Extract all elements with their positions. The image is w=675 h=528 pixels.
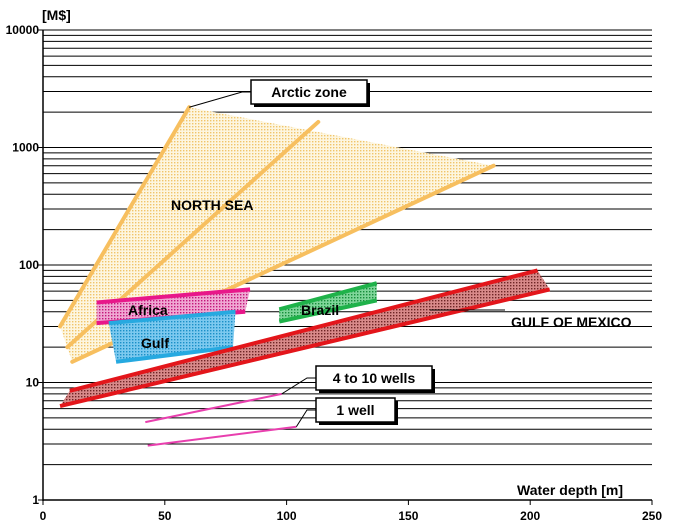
x-tick-label: 100 (277, 509, 297, 523)
region-label-brazil: Brazil (301, 302, 339, 318)
y-tick-label: 10000 (6, 23, 40, 37)
region-gulf-of-mexico (60, 270, 550, 407)
y-tick-label: 1000 (12, 141, 39, 155)
callout-box-arctic-zone (250, 79, 368, 105)
x-axis-label: Water depth [m] (517, 482, 623, 498)
axes-layer: 1 10 100 1000 10000 0 50 100 150 200 250 (6, 23, 663, 523)
x-tick-label: 0 (40, 509, 47, 523)
y-tick-label: 10 (26, 376, 40, 390)
x-tick-label: 50 (158, 509, 172, 523)
region-africa (96, 289, 251, 324)
region-label-africa: Africa (128, 302, 168, 318)
x-tick-label: 150 (398, 509, 418, 523)
y-tick-label: 100 (19, 258, 39, 272)
region-label-gulf-of-mexico: GULF OF MEXICO (511, 314, 632, 330)
callout-leader-1-well (295, 409, 316, 428)
region-edge-upper (278, 281, 378, 312)
y-tick-label: 1 (32, 493, 39, 507)
region-label-north-sea: NORTH SEA (171, 197, 253, 213)
callout-leader-4-to-10-wells (281, 377, 316, 395)
callout-leader-arctic-zone (189, 91, 251, 108)
callouts-layer: Arctic zone 4 to 10 wells 1 well (189, 79, 435, 428)
callout-label-arctic-zone: Arctic zone (271, 84, 347, 100)
region-edge-lower (115, 345, 234, 364)
x-tick-label: 250 (642, 509, 662, 523)
region-edge-upper (96, 287, 251, 305)
north-sea-line (58, 105, 192, 329)
region-label-gulf: Gulf (141, 335, 169, 351)
callout-label-1-well: 1 well (336, 402, 374, 418)
regions-layer: NORTH SEA Africa Gulf Brazil GULF OF MEXICO (58, 105, 632, 447)
region-edge-upper (69, 268, 539, 393)
y-axis-label: [M$] (42, 7, 71, 23)
region-edge-lower (278, 298, 378, 324)
callout-box-1-well (315, 397, 396, 423)
well-line-1-well (147, 425, 297, 447)
region-brazil (279, 283, 377, 322)
x-tick-label: 200 (520, 509, 540, 523)
callout-label-4-to-10-wells: 4 to 10 wells (333, 370, 416, 386)
well-line-4-to-10-wells (145, 392, 282, 424)
callout-box-4-to-10-wells (315, 365, 433, 391)
region-edge-lower (59, 287, 551, 409)
region-edge-upper (108, 309, 236, 326)
